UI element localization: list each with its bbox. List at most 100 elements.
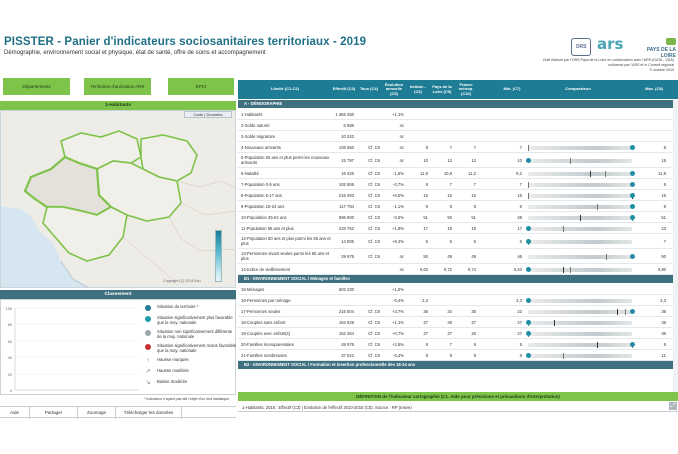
indicator-label[interactable]: 2-Solde naturel xyxy=(241,122,270,128)
table-row[interactable]: 21-Familles nombreuses 37 522 Cf. C6 -0,4% 8… xyxy=(238,350,678,361)
region-marker xyxy=(580,214,581,221)
cell-evol: +1,1% xyxy=(392,111,404,117)
table-row[interactable]: 11-Population 65 ans et plus 233 762 Cf. C… xyxy=(238,223,678,234)
table-row[interactable]: 2-Solde naturel 6 586 nc xyxy=(238,120,678,131)
cell-evol: +0,7% xyxy=(392,330,404,336)
col-indicateur[interactable]: Indicat... (C6) xyxy=(409,83,427,94)
indicator-label[interactable]: 14-Indice de vieillissement xyxy=(241,266,291,272)
france-marker xyxy=(528,144,529,151)
indicator-label[interactable]: 21-Familles nombreuses xyxy=(241,352,287,358)
indicator-label[interactable]: 8-Population 6-17 ans xyxy=(241,192,282,198)
cell-ind: 11,9 xyxy=(420,170,428,176)
cell-evol: nc xyxy=(399,266,404,272)
map-canvas xyxy=(1,111,235,287)
indicator-label[interactable]: 10-Population 25-64 ans xyxy=(241,214,287,220)
indicator-label[interactable]: 15-Ménages xyxy=(241,286,265,292)
cell-max: 8 xyxy=(663,144,666,150)
indicator-label[interactable]: 12-Population 80 ans et plus parmi les 6… xyxy=(241,236,331,246)
table-scrollbar[interactable] xyxy=(673,100,678,392)
cell-ind xyxy=(406,284,430,294)
tab-epci[interactable]: EPCI xyxy=(168,78,234,95)
cell-pdl: 7 xyxy=(449,181,452,187)
table-row[interactable]: 5-Population 55 ans et plus permi les no… xyxy=(238,153,678,168)
indicator-label[interactable]: 4-Nouveaux arrivants xyxy=(241,144,281,150)
table-row[interactable]: 8-Population 6-17 ans 215 093 Cf. C6 +0,5% 1… xyxy=(238,190,678,201)
tab-territoires-animation[interactable]: Territoires d'animation ARS xyxy=(84,78,151,95)
indicator-label[interactable]: 9-Population 18-24 ans xyxy=(241,203,285,209)
zoom-button[interactable]: Zoomage xyxy=(78,407,116,419)
col-taux[interactable]: Taux (C4) xyxy=(360,86,378,92)
cell-min: 49 xyxy=(517,214,522,220)
indicator-label[interactable]: 1-Habitants xyxy=(241,111,263,117)
indicator-label[interactable]: 13-Personnes vivant seules parmi les 65 … xyxy=(241,251,329,261)
table-row[interactable]: 14-Indice de vieillissement nc 0,63 0,72 0,7… xyxy=(238,264,678,275)
col-france[interactable]: France métrop. (C10) xyxy=(458,81,474,96)
cell-taux xyxy=(356,264,382,274)
map-color-scale xyxy=(215,230,222,282)
table-row[interactable]: 17-Personnes seules 216 504 Cf. C6 +2,7% 36 3… xyxy=(238,306,678,317)
section-header[interactable]: B2 - ENVIRONNEMENT SOCIAL / Formation et… xyxy=(238,361,678,369)
definition-text: 1-Habitants, 2015 : Effectif (C3) | Évol… xyxy=(238,404,678,412)
cell-taux xyxy=(356,120,382,130)
cell-eff: 29 975 xyxy=(341,253,354,259)
comparison-bar xyxy=(528,320,632,325)
cell-fr: 49 xyxy=(471,253,476,259)
table-row[interactable]: 4-Nouveaux arrivants 106 550 Cf. C6 nc 8 7 7 7 8 xyxy=(238,142,678,153)
table-row[interactable]: 16-Personnes par ménage -0,4% 2,3 2,3 2,3 xyxy=(238,295,678,306)
table-row[interactable]: 20-Familles monoparentales 48 976 Cf. C6 +2… xyxy=(238,339,678,350)
table-row[interactable]: 3-Solde migratoire 10 243 nc xyxy=(238,131,678,142)
map-view[interactable] xyxy=(0,110,236,288)
cell-eff: 106 550 xyxy=(338,144,354,150)
table-row[interactable]: 6-Natalité 16 325 Cf. C6 -1,6% 11,9 10,8 11,2 9… xyxy=(238,168,678,179)
col-evolution[interactable]: Évolution annuelle (C5) xyxy=(384,81,404,96)
tab-departements[interactable]: Départements xyxy=(3,78,70,95)
table-row[interactable]: 19-Couples avec enfant(s) 162 264 Cf. C6 +0… xyxy=(238,328,678,339)
section-header[interactable]: B1 - ENVIRONNEMENT SOCIAL / Ménages et f… xyxy=(238,275,678,283)
indicator-label[interactable]: 5-Population 55 ans et plus permi les no… xyxy=(241,155,330,165)
table-row[interactable]: 12-Population 80 ans et plus parmi les 6… xyxy=(238,234,678,249)
indicator-label[interactable]: 3-Solde migratoire xyxy=(241,133,276,139)
table-row[interactable]: 1-Habitants 1 366 350 +1,1% xyxy=(238,109,678,120)
col-libelle[interactable]: Libellé (C1-C2) xyxy=(270,86,299,92)
cell-min: 6 xyxy=(519,238,522,244)
indicator-label[interactable]: 11-Population 65 ans et plus xyxy=(241,225,294,231)
comparison-bar xyxy=(528,145,632,150)
table-row[interactable]: 10-Population 25-64 ans 696 900 Cf. C6 -0,5… xyxy=(238,212,678,223)
col-max[interactable]: Max. (C8) xyxy=(645,86,663,92)
table-row[interactable]: 7-Population 0-5 ans 102 606 Cf. C6 -0,7% 8 7… xyxy=(238,179,678,190)
indicator-label[interactable]: 7-Population 0-5 ans xyxy=(241,181,280,187)
map-data-toggle[interactable]: Carte | Données xyxy=(184,111,232,118)
table-row[interactable]: 18-Couples sans enfant 162 829 Cf. C6 +1,1%… xyxy=(238,317,678,328)
cell-taux: Cf. C6 xyxy=(368,341,380,347)
download-data-button[interactable]: Télécharger les données xyxy=(116,407,182,419)
table-row[interactable]: 9-Population 18-24 ans 117 794 Cf. C6 -1,1%… xyxy=(238,201,678,212)
indicator-label[interactable]: 18-Couples sans enfant xyxy=(241,319,286,325)
cell-evol: -0,7% xyxy=(393,181,404,187)
legend-item-label: Hausse modérée xyxy=(157,368,189,373)
section-header[interactable]: A - DÉMOGRAPHIE xyxy=(238,100,678,108)
share-button[interactable]: Partager xyxy=(30,407,78,419)
indicator-label[interactable]: 16-Personnes par ménage xyxy=(241,297,291,303)
indicator-label[interactable]: 6-Natalité xyxy=(241,170,259,176)
cell-eff: 1 366 350 xyxy=(335,111,354,117)
legend-tick: 100 xyxy=(6,307,12,311)
help-button[interactable]: Aide xyxy=(0,407,30,419)
table-row[interactable]: 13-Personnes vivant seules parmi les 65 … xyxy=(238,249,678,264)
indicator-label[interactable]: 19-Couples avec enfant(s) xyxy=(241,330,291,336)
comparison-bar xyxy=(528,267,632,272)
expand-icon[interactable]: ⤢ xyxy=(669,402,677,410)
cell-fr: 19 xyxy=(471,225,476,231)
dept-sarthe xyxy=(140,134,198,182)
arrow-up-icon: ↑ xyxy=(146,358,150,364)
indicator-label[interactable]: 20-Familles monoparentales xyxy=(241,341,294,347)
cell-pdl: 29 xyxy=(447,319,452,325)
col-pays-de-la-loire[interactable]: Pays de la Loire (C9) xyxy=(432,83,452,94)
cell-evol: +6,4% xyxy=(392,238,404,244)
indicator-label[interactable]: 17-Personnes seules xyxy=(241,308,281,314)
cell-fr: 35 xyxy=(471,308,476,314)
col-min[interactable]: Min. (C7) xyxy=(503,86,521,92)
col-effectif[interactable]: Effectif (C3) xyxy=(332,86,356,92)
territory-dot xyxy=(629,193,635,198)
legend-tick: 40 xyxy=(8,356,12,360)
table-row[interactable]: 15-Ménages 602 230 +1,6% xyxy=(238,284,678,295)
